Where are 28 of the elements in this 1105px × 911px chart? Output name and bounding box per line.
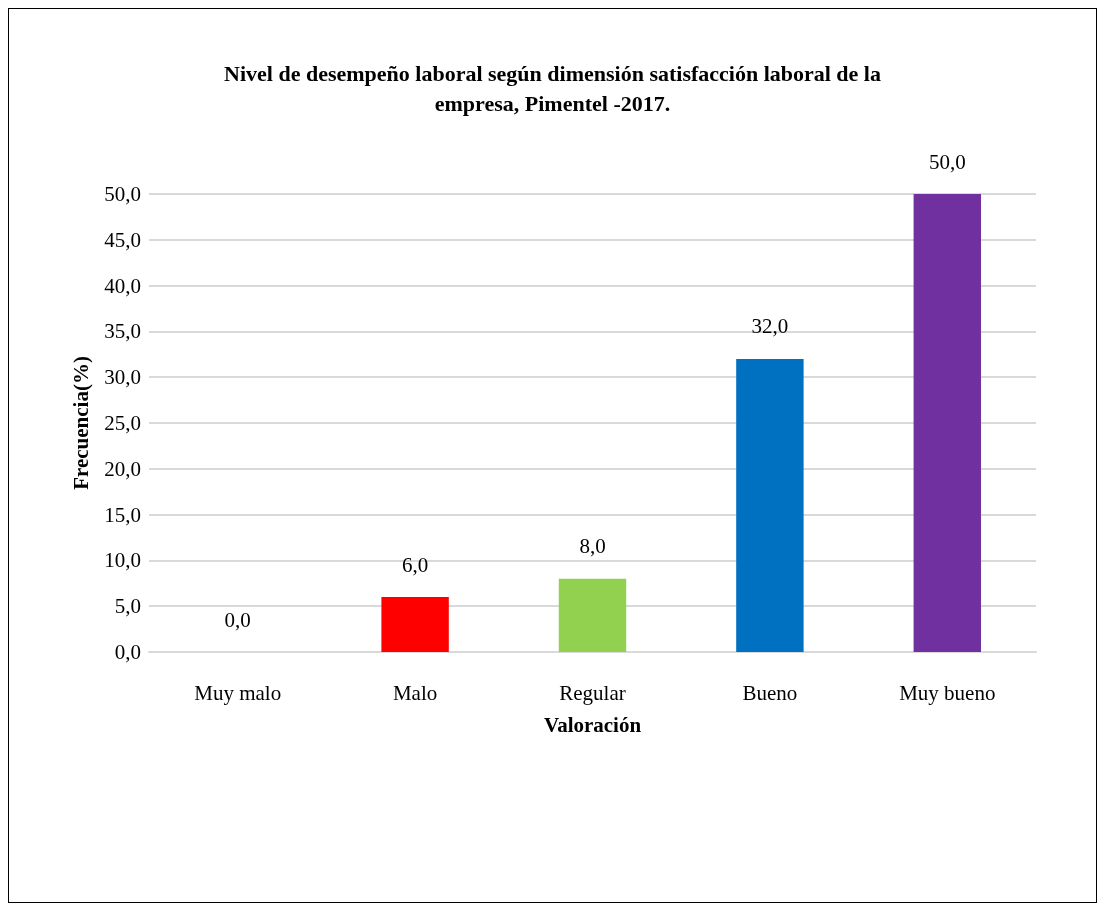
- y-tick-label: 0,0: [114, 640, 141, 664]
- data-label: 6,0: [401, 552, 429, 577]
- y-tick-label: 10,0: [104, 548, 141, 573]
- y-tick-label: 5,0: [114, 594, 141, 619]
- y-tick-label: 50,0: [104, 182, 141, 206]
- x-tick-label: Muy malo: [194, 680, 282, 705]
- bar: [913, 194, 982, 652]
- data-label: 50,0: [928, 149, 966, 174]
- chart-title: Nivel de desempeño laboral según dimensión satisfacción laboral de la empresa, Pimentel -2017.: [224, 60, 881, 116]
- y-axis-title: Frecuencia(%): [68, 356, 93, 490]
- x-tick-label: Muy bueno: [899, 680, 996, 705]
- y-tick-label: 35,0: [104, 319, 141, 344]
- y-tick-label: 25,0: [104, 411, 141, 435]
- x-tick-label: Bueno: [742, 680, 798, 705]
- data-label: 8,0: [579, 534, 606, 559]
- data-label: 0,0: [224, 607, 251, 632]
- y-tick-label: 30,0: [104, 365, 141, 390]
- data-label: 32,0: [751, 314, 789, 339]
- y-tick-label: 20,0: [104, 456, 141, 481]
- x-axis-title: Valoración: [543, 712, 642, 737]
- y-tick-label: 40,0: [104, 273, 141, 298]
- bar: [736, 358, 804, 652]
- bar: [558, 578, 627, 652]
- y-tick-label: 45,0: [104, 227, 141, 252]
- bar: [381, 597, 449, 652]
- y-tick-label: 15,0: [104, 502, 141, 527]
- x-tick-label: Regular: [559, 680, 626, 705]
- x-tick-label: Malo: [392, 680, 438, 705]
